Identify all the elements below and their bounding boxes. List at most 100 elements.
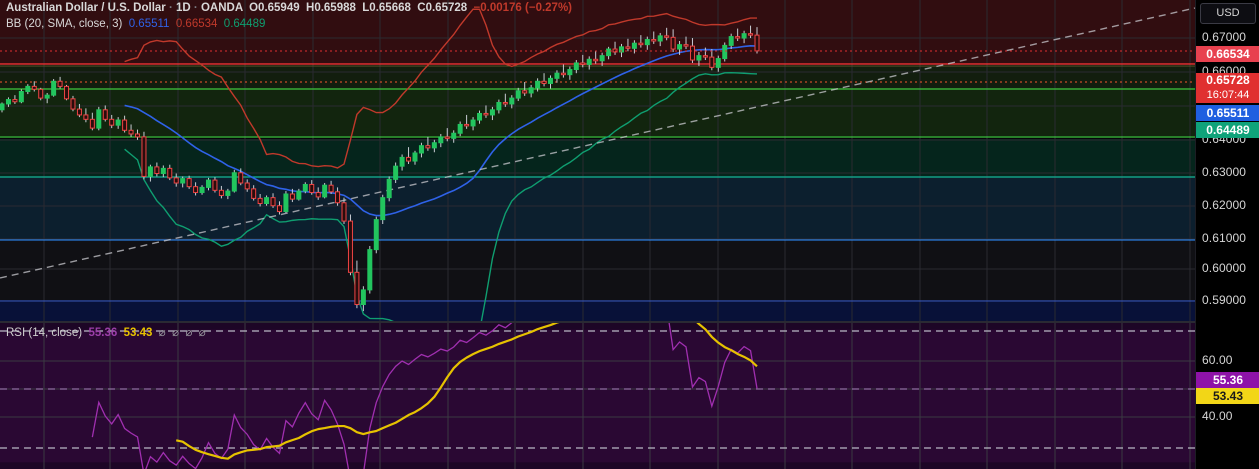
candle-body [0,103,5,111]
candle-body [477,112,483,121]
candle-body [412,152,418,162]
candle-body [735,36,741,39]
candle-body [373,219,379,251]
candle-body [276,205,282,213]
candle-body [141,136,147,177]
candle-body [251,188,257,199]
candle-body [496,101,502,111]
price-scale[interactable]: USD 0.67000 0.66000 0.64000 0.63000 0.62000 0… [1195,0,1259,469]
candle-body [186,178,192,188]
candle-body [573,62,579,71]
candle-body [689,45,695,61]
zone-teal [0,178,1195,240]
candle-body [257,197,263,205]
rsi-value-badge[interactable]: 55.36 [1196,372,1259,388]
zone-dark [0,241,1195,301]
candle-body [231,172,237,192]
last-price-badge[interactable]: 0.65728 16:07:44 [1196,73,1259,103]
candle-body [386,178,392,199]
rsi-plot[interactable] [0,323,1195,469]
candle-body [147,166,153,177]
zone-red [0,0,1195,64]
candle-body [57,80,63,87]
candle-body [748,33,754,36]
candle-body [122,119,128,131]
rsi-line [91,323,758,469]
candle-body [541,80,547,84]
candle-body [554,72,560,79]
candle-series[interactable] [0,25,760,312]
candle-body [167,167,173,179]
candle-body [560,72,566,76]
candle-body [580,62,586,65]
candle-body [244,182,250,190]
zone-green-1 [0,90,1195,136]
candle-body [128,129,134,135]
candle-body [173,177,179,184]
zone-navy [0,302,1195,321]
candle-body [741,33,747,39]
candle-body [64,85,70,100]
candle-body [631,42,637,49]
candle-body [728,36,734,46]
candle-body [399,156,405,167]
axis-tick-label: 0.60000 [1202,261,1247,275]
candle-body [193,186,199,194]
axis-tick-label: 60.00 [1202,353,1233,367]
candle-body [270,197,276,207]
candle-body [367,249,373,291]
candle-body [264,197,270,205]
candle-body [606,48,612,57]
candle-body [548,77,554,84]
candle-body [102,109,108,120]
axis-tick-label: 0.62000 [1202,198,1247,212]
candle-body [76,108,82,116]
candle-body [315,192,321,198]
candle-body [135,133,141,138]
candle-body [535,80,541,89]
candle-body [444,136,450,139]
candle-body [528,87,534,94]
candle-body [664,35,670,38]
currency-badge[interactable]: USD [1200,3,1256,24]
price-plot[interactable] [0,0,1195,321]
axis-tick-label: 0.61000 [1202,231,1247,245]
trend-line[interactable] [0,7,1195,279]
candle-body [380,197,386,221]
candle-body [618,46,624,53]
bb-basis-badge[interactable]: 0.65511 [1196,105,1259,121]
candle-body [354,271,360,306]
candle-body [225,190,231,196]
candle-body [470,119,476,127]
candle-body [205,179,211,188]
pane-divider[interactable] [0,321,1195,323]
zone-green-2 [0,139,1195,178]
candle-body [393,165,399,180]
last-price-time: 16:07:44 [1206,89,1250,101]
candle-body [599,55,605,62]
bb-upper-badge[interactable]: 0.66534 [1196,46,1259,62]
candle-body [657,35,663,42]
rsi-ma-badge[interactable]: 53.43 [1196,388,1259,404]
candle-body [464,123,470,127]
candle-body [509,97,515,105]
candle-body [218,189,224,196]
candle-body [418,145,424,154]
candle-body [347,220,353,273]
bb-lower-badge[interactable]: 0.64489 [1196,122,1259,138]
candle-body [638,42,644,46]
axis-tick-label: 0.63000 [1202,165,1247,179]
candle-body [567,69,573,76]
candle-body [96,109,102,129]
candle-body [683,44,689,47]
price-pane[interactable] [0,0,1195,321]
candle-body [31,85,37,90]
candle-body [160,167,166,174]
candle-body [335,191,341,204]
candle-body [651,39,657,42]
rsi-pane[interactable] [0,323,1195,469]
candle-body [238,172,244,184]
candle-body [451,132,457,139]
candle-body [593,58,599,62]
